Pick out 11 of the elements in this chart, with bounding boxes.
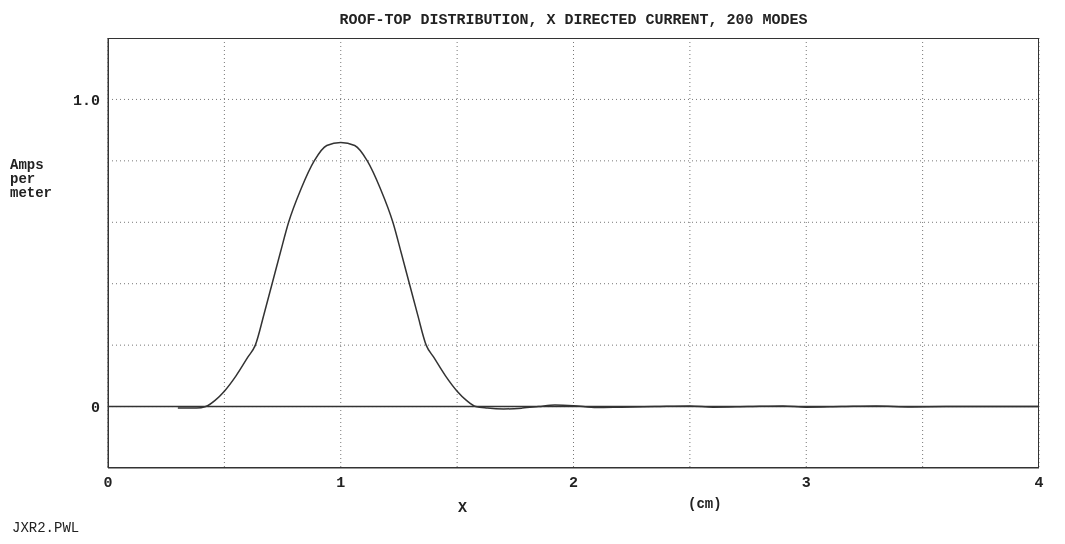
x-tick-label: 0 bbox=[103, 474, 113, 492]
y-tick-label: 1.0 bbox=[72, 92, 100, 110]
y-axis-title: Amps per meter bbox=[10, 157, 53, 201]
text: (cm) bbox=[688, 496, 722, 512]
x-axis-title: X bbox=[458, 500, 468, 517]
x-tick-label: 1 bbox=[336, 474, 346, 492]
x-tick-label: 4 bbox=[1034, 474, 1044, 492]
chart-title: ROOF-TOP DISTRIBUTION, X DIRECTED CURRENT, 200 MODES bbox=[338, 12, 809, 29]
x-tick-label: 3 bbox=[801, 474, 811, 492]
text: JXR2.PWL bbox=[12, 520, 80, 536]
x-tick-label: 2 bbox=[568, 474, 579, 492]
